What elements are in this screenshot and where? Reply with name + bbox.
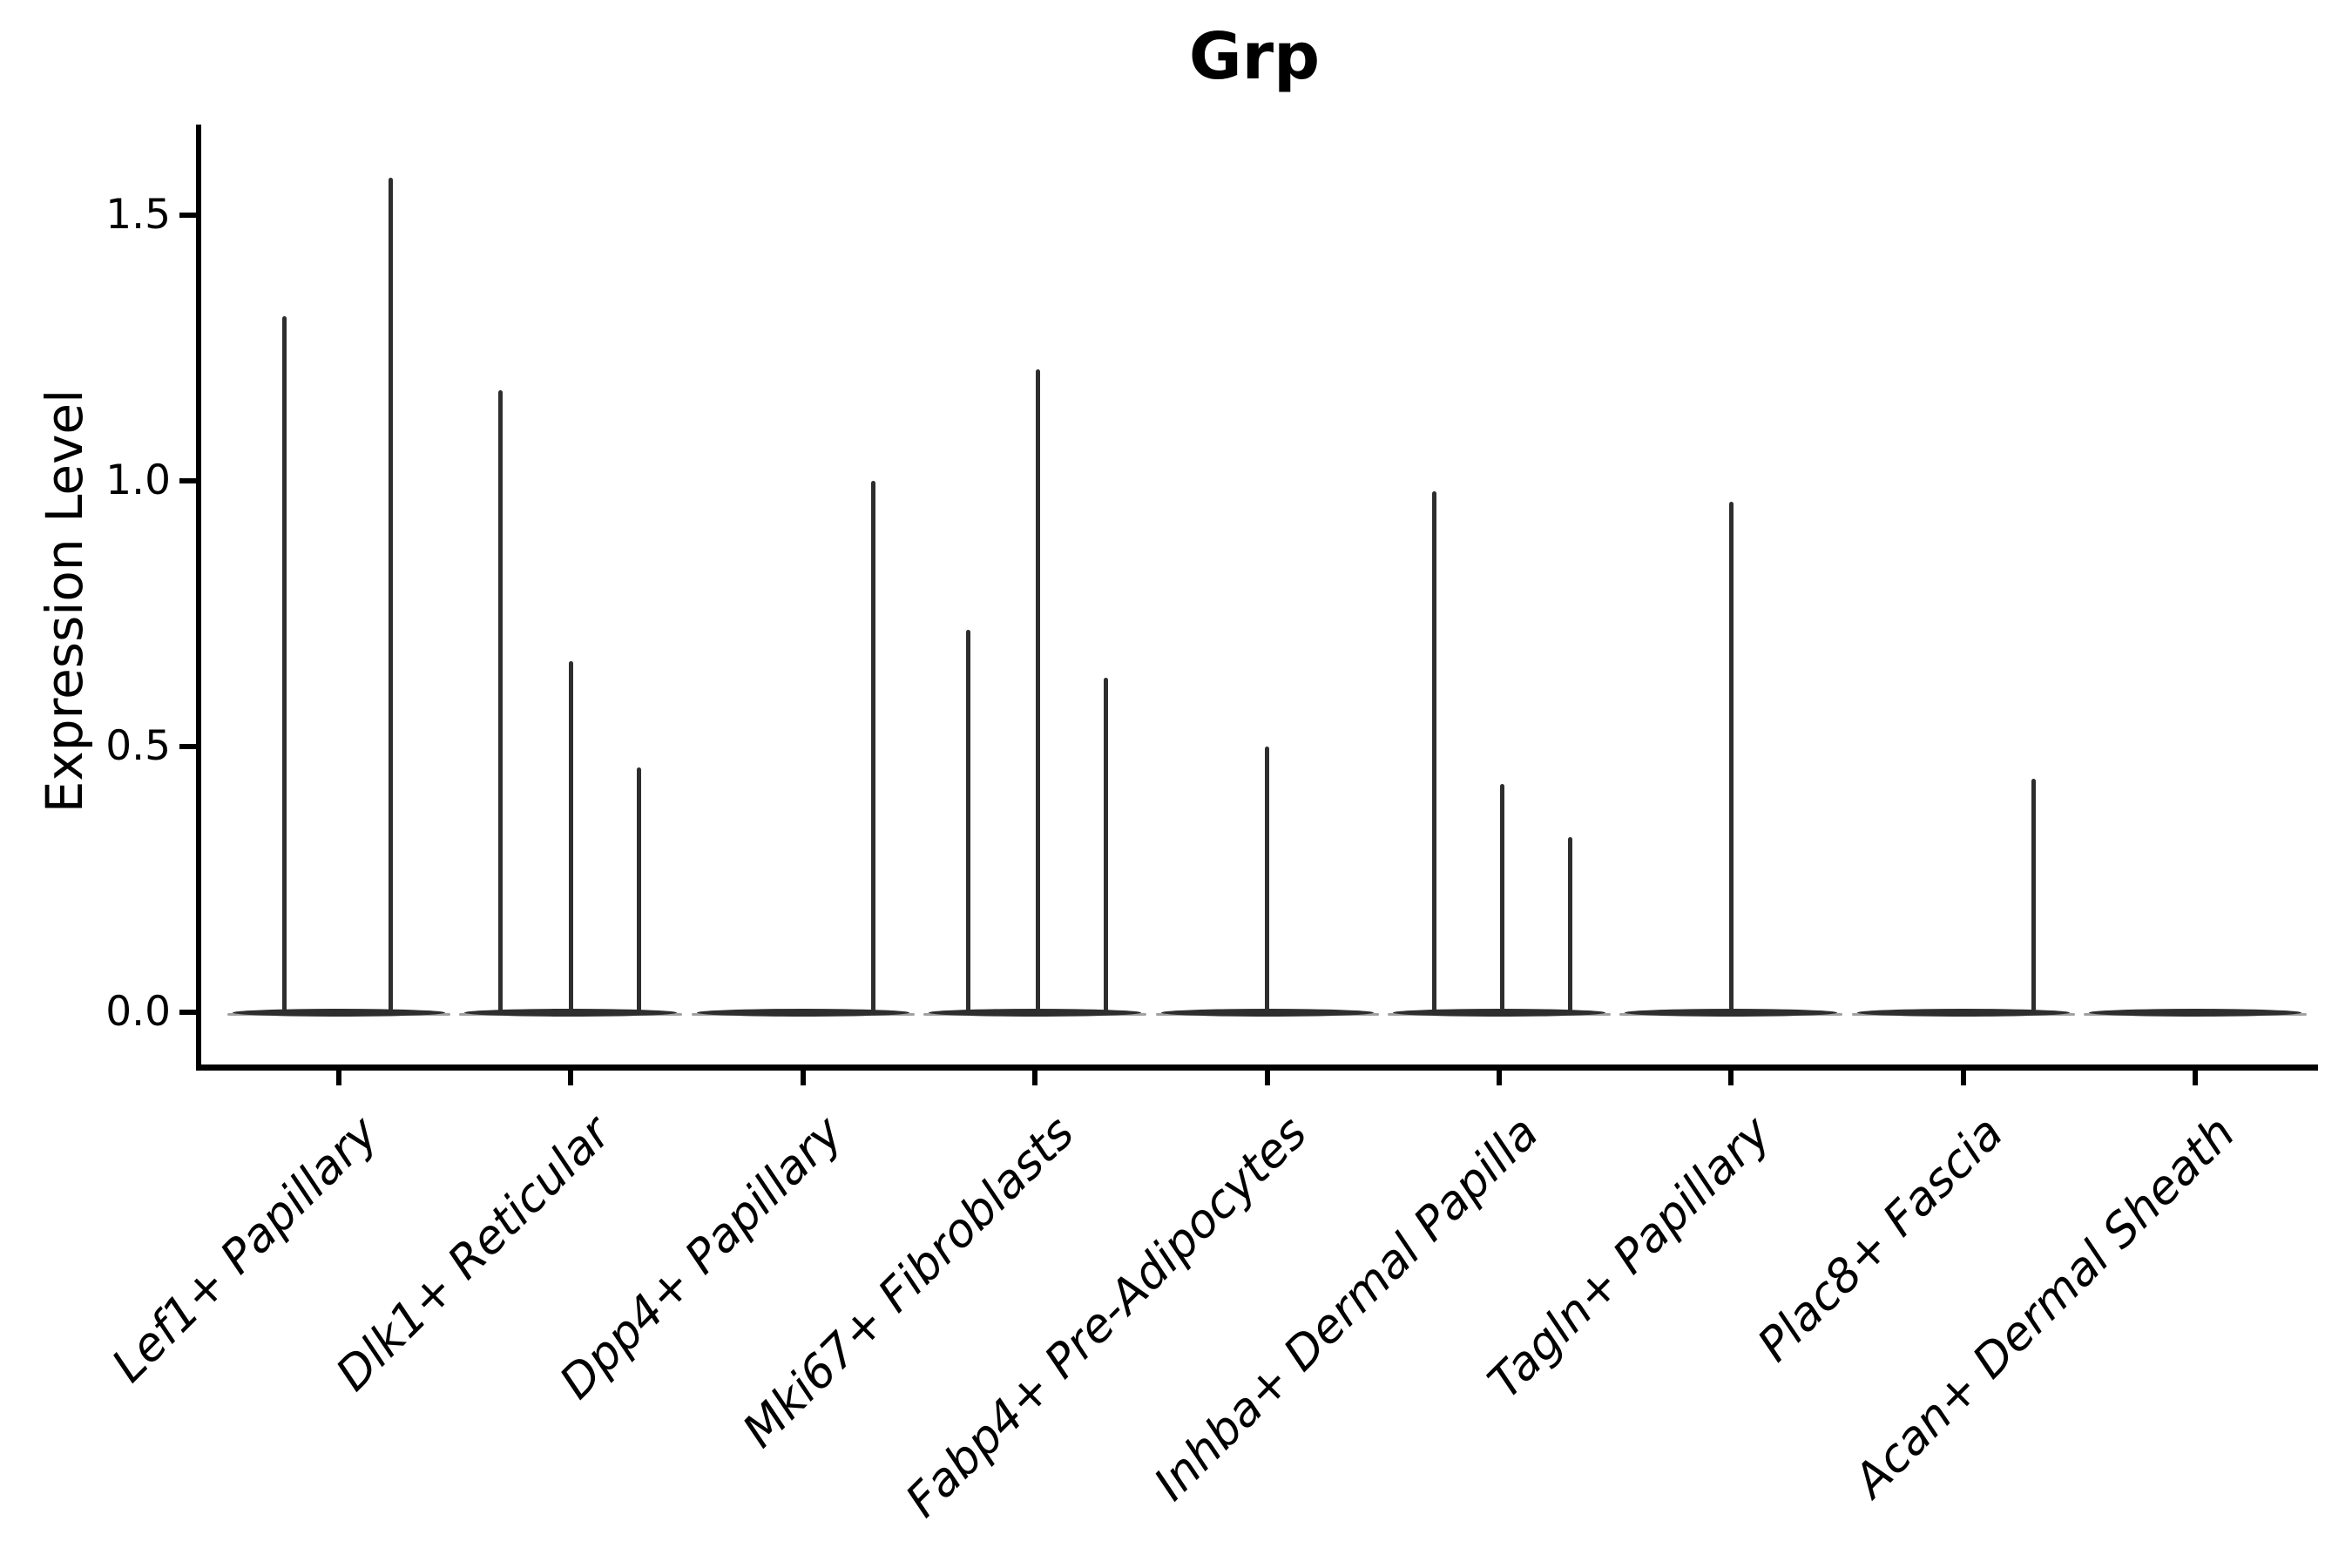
violin-zero-mass [2089,1008,2302,1017]
y-tick-mark [179,213,199,218]
y-tick-label: 1.0 [105,456,171,504]
violin-spike [1499,783,1504,1014]
violin-spike [281,315,287,1014]
x-tick-label: Fabp4+ Pre-Adipocytes [896,1106,1317,1528]
violin-spike [1103,677,1108,1014]
y-tick-mark [179,744,199,749]
y-tick-label: 0.5 [105,722,171,770]
y-tick-label: 0.0 [105,988,171,1036]
violin-zero-mass [929,1008,1142,1017]
violin-spike [568,661,573,1014]
chart-title: Grp [1188,19,1321,94]
x-axis-spine [196,1064,2318,1071]
y-tick-mark [179,1010,199,1015]
x-tick-mark [1497,1071,1502,1085]
x-tick-label: Plac8+ Fascia [1747,1106,2013,1372]
y-tick-mark [179,478,199,483]
violin-spike [871,481,876,1014]
violin-spike [497,390,503,1014]
violin-spike [1265,747,1270,1014]
x-tick-mark [1032,1071,1038,1085]
violin-spike [636,767,641,1014]
violin-zero-mass [233,1008,445,1017]
x-tick-mark [800,1071,806,1085]
violin-zero-mass [1856,1008,2070,1017]
x-tick-label: Inhba+ Dermal Papilla [1144,1106,1550,1511]
violin-spike [1035,368,1040,1014]
x-tick-mark [1728,1071,1734,1085]
violin-spike [1567,836,1572,1014]
y-tick-label: 1.5 [105,191,171,239]
violin-spike [2031,778,2037,1014]
y-axis-spine [196,125,201,1070]
x-tick-mark [1264,1071,1270,1085]
x-tick-mark [336,1071,341,1085]
x-tick-label: Acan+ Dermal Sheath [1843,1106,2246,1508]
violin-spike [388,178,393,1014]
y-axis-label: Expression Level [35,389,94,814]
violin-spike [1728,502,1734,1014]
violin-zero-mass [1393,1008,1605,1017]
x-tick-mark [1960,1071,1966,1085]
violin-spike [965,629,970,1014]
violin-zero-mass [696,1008,909,1017]
violin-spike [1431,491,1436,1014]
x-tick-mark [2193,1071,2199,1085]
x-tick-mark [568,1071,574,1085]
